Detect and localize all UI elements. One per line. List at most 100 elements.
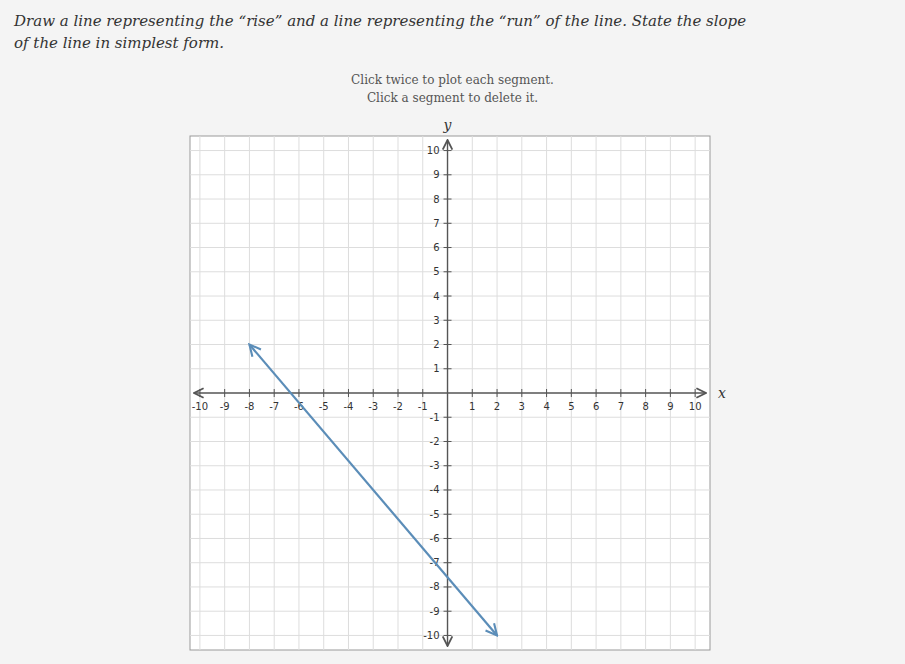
grid-line-x: [422, 136, 423, 650]
x-tick: [571, 389, 572, 397]
x-tick-label: -7: [269, 401, 279, 412]
grid-line-x: [571, 136, 572, 650]
grid-line-y: [190, 538, 710, 539]
y-tick: [444, 368, 452, 369]
title: of the line in simplest form.: [14, 34, 224, 52]
grid-line-y: [190, 223, 710, 224]
y-tick: [444, 441, 452, 442]
y-tick: [444, 296, 452, 297]
grid-line-x: [521, 136, 522, 650]
grid-line-y: [190, 586, 710, 587]
x-tick-label: 10: [689, 401, 702, 412]
grid-line-y: [190, 174, 710, 175]
y-tick-label: -9: [430, 606, 440, 617]
y-tick: [444, 611, 452, 612]
title: Draw a line representing the “rise” and …: [13, 12, 746, 30]
y-axis-label: y: [443, 117, 453, 133]
grid-line-x: [497, 136, 498, 650]
x-tick-label: 7: [618, 401, 624, 412]
y-tick-label: 1: [433, 363, 439, 374]
grid-line-y: [190, 441, 710, 442]
x-tick-label: -5: [319, 401, 329, 412]
y-tick: [444, 489, 452, 490]
y-tick: [444, 538, 452, 539]
y-tick-label: 7: [433, 218, 439, 229]
y-tick: [444, 223, 452, 224]
x-tick: [373, 389, 374, 397]
grid-line-x: [398, 136, 399, 650]
y-tick-label: -1: [430, 412, 440, 423]
x-tick: [422, 389, 423, 397]
y-tick-label: -4: [430, 484, 440, 495]
y-tick-label: 2: [433, 339, 439, 350]
y-tick: [444, 465, 452, 466]
chart: Draw a line representing the “rise” and …: [0, 0, 905, 664]
x-tick: [398, 389, 399, 397]
x-tick-label: 2: [494, 401, 500, 412]
grid-line-x: [620, 136, 621, 650]
x-tick-label: 1: [469, 401, 475, 412]
x-tick: [497, 389, 498, 397]
grid-line-x: [645, 136, 646, 650]
x-tick: [695, 389, 696, 397]
y-tick: [444, 199, 452, 200]
x-tick-label: -8: [244, 401, 254, 412]
x-axis: [194, 392, 706, 393]
grid-line-y: [190, 247, 710, 248]
plot-marks: [249, 345, 497, 636]
x-tick-label: 3: [519, 401, 525, 412]
x-tick: [323, 389, 324, 397]
grid-line-y: [190, 320, 710, 321]
y-tick-label: -8: [430, 581, 440, 592]
x-tick-label: -10: [192, 401, 208, 412]
x-tick: [298, 389, 299, 397]
grid-line-x: [323, 136, 324, 650]
grid-line-y: [190, 199, 710, 200]
grid-line-y: [190, 150, 710, 151]
x-tick-label: 5: [568, 401, 574, 412]
x-tick: [224, 389, 225, 397]
grid-line-x: [670, 136, 671, 650]
data-line: [249, 345, 497, 636]
grid-line-y: [190, 489, 710, 490]
x-tick: [472, 389, 473, 397]
y-tick-label: 3: [433, 315, 439, 326]
grid-line-y: [190, 465, 710, 466]
grid-line-y: [190, 514, 710, 515]
grid-line-x: [373, 136, 374, 650]
y-tick-label: 9: [433, 169, 439, 180]
x-tick: [348, 389, 349, 397]
y-tick-label: -3: [430, 460, 440, 471]
y-tick-label: -5: [430, 509, 440, 520]
y-tick-label: 6: [433, 242, 439, 253]
grid-line-x: [546, 136, 547, 650]
grid-line-y: [190, 368, 710, 369]
x-tick-label: -9: [220, 401, 230, 412]
y-tick: [444, 320, 452, 321]
x-tick: [249, 389, 250, 397]
y-tick: [444, 150, 452, 151]
y-tick-label: -6: [430, 533, 440, 544]
y-tick: [444, 635, 452, 636]
x-tick: [199, 389, 200, 397]
grid-line-y: [190, 417, 710, 418]
x-tick-label: 6: [593, 401, 599, 412]
y-axis: [447, 140, 448, 646]
x-tick: [645, 389, 646, 397]
y-tick: [444, 586, 452, 587]
grid-line-x: [199, 136, 200, 650]
grid-line-x: [348, 136, 349, 650]
grid-line-x: [472, 136, 473, 650]
y-tick: [444, 271, 452, 272]
grid-line-y: [190, 344, 710, 345]
grid-line-x: [274, 136, 275, 650]
subtitle: Click a segment to delete it.: [367, 91, 538, 105]
y-tick: [444, 174, 452, 175]
x-tick: [620, 389, 621, 397]
y-tick: [444, 417, 452, 418]
y-tick: [444, 247, 452, 248]
x-tick-label: -1: [418, 401, 428, 412]
x-tick: [274, 389, 275, 397]
x-tick-label: 9: [667, 401, 673, 412]
grid-line-y: [190, 296, 710, 297]
